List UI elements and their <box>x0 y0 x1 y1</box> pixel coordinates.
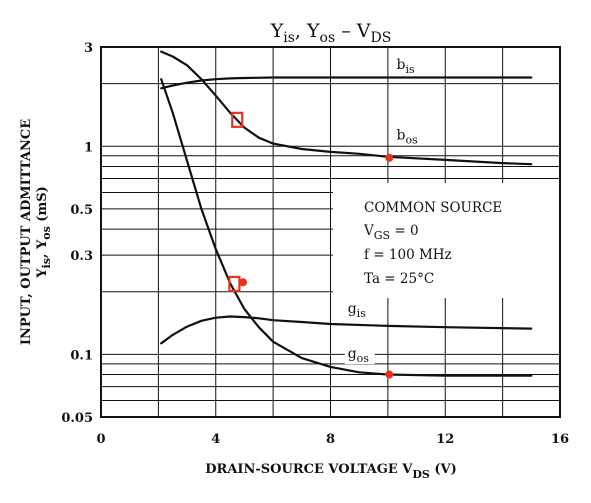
series-line-bos <box>160 50 533 166</box>
series-label-bg <box>393 56 424 76</box>
series-line-gos <box>160 78 533 377</box>
y-tick-label: 0.3 <box>70 249 93 264</box>
y-tick-label: 1 <box>84 140 93 155</box>
y-tick-label: 3 <box>84 41 93 56</box>
plot-frame <box>100 46 561 418</box>
markers <box>228 111 394 379</box>
condition-line-2: VGS = 0 <box>363 223 419 242</box>
condition-line-1: COMMON SOURCE <box>364 200 502 216</box>
y-tick-label: 0.1 <box>70 348 93 363</box>
series-label-bg <box>393 126 424 146</box>
conditions-box: COMMON SOURCE VGS = 0 f = 100 MHz Ta = 2… <box>333 183 560 298</box>
series-label-bg <box>344 345 375 365</box>
x-tick-label: 0 <box>96 432 105 447</box>
series-line-bis <box>160 76 533 90</box>
chart-title: Yis, Yos – VDS <box>270 20 392 46</box>
y-tick-label: 0.05 <box>61 411 93 426</box>
series-label-gos: gos <box>348 346 370 365</box>
series-label-gis: gis <box>348 301 366 320</box>
x-axis-label: DRAIN-SOURCE VOLTAGE VDS (V) <box>205 462 457 481</box>
series-line-gis <box>160 315 533 345</box>
series-label-bis: bis <box>396 57 414 76</box>
x-tick-label: 16 <box>551 432 569 447</box>
marker-dot <box>385 153 394 162</box>
curves <box>160 50 533 377</box>
y-tick-label: 0.5 <box>70 203 93 218</box>
series-label-bg <box>344 300 375 320</box>
marker-dot <box>239 278 248 287</box>
condition-line-3: f = 100 MHz <box>364 247 452 263</box>
marker-dot <box>385 370 394 379</box>
series-label-bos: bos <box>396 127 418 146</box>
marker-square <box>231 111 244 128</box>
x-tick-label: 12 <box>436 432 454 447</box>
x-tick-label: 8 <box>326 432 335 447</box>
y-axis-label-line2: Yis, Yos (mS) <box>35 186 53 279</box>
x-tick-label: 4 <box>211 432 220 447</box>
series-labels: bis bos gis gos <box>344 56 424 365</box>
y-axis-label: INPUT, OUTPUT ADMITTANCE Yis, Yos (mS) <box>19 119 53 345</box>
y-axis-label-line1: INPUT, OUTPUT ADMITTANCE <box>19 119 34 345</box>
condition-line-4: Ta = 25°C <box>364 271 434 287</box>
tick-labels: 0.05 0.1 0.3 0.5 1 3 0 4 8 12 16 <box>61 41 569 447</box>
